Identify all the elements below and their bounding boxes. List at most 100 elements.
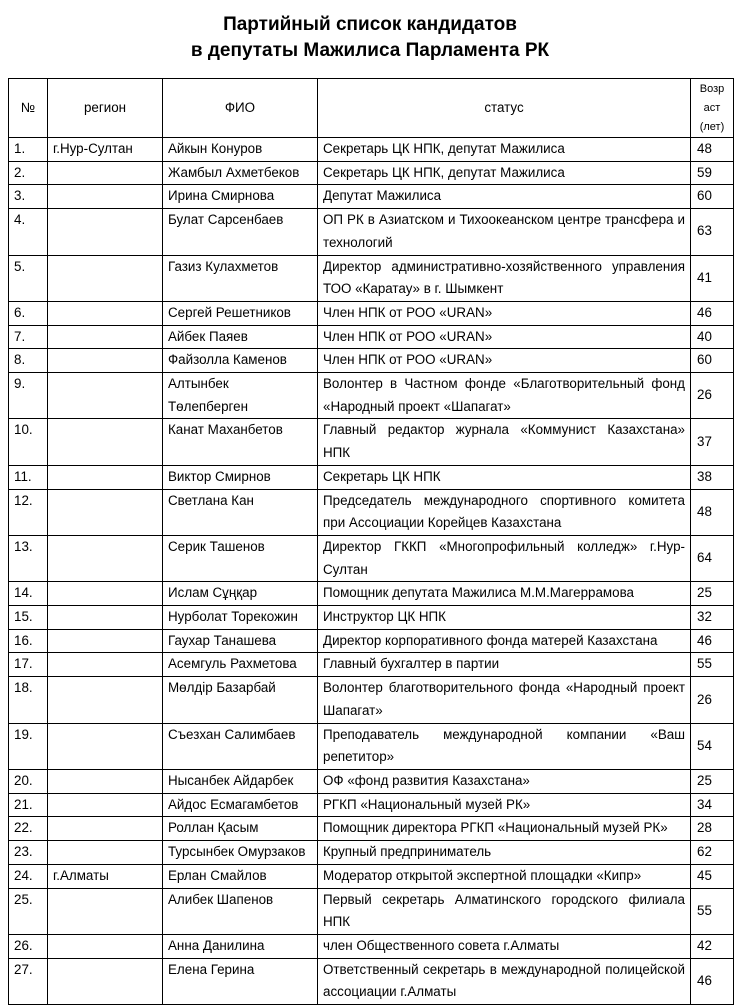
cell-num: 18.	[8, 676, 48, 724]
cell-region	[47, 792, 163, 818]
cell-num: 20.	[8, 768, 48, 794]
cell-region: г.Нур-Султан	[47, 137, 163, 162]
cell-age: 60	[690, 184, 734, 210]
cell-age: 41	[690, 254, 734, 302]
table-row: 25. Алибек Шапенов Первый секретарь Алмати…	[8, 887, 734, 935]
cell-age: 25	[690, 768, 734, 794]
table-row: 1. г.Нур-Султан Айкын Конуров Секретарь ЦК …	[8, 137, 734, 162]
cell-name: Турсынбек Омурзаков	[162, 840, 318, 865]
header-region: регион	[47, 78, 163, 138]
header-age-line: Возр	[699, 82, 725, 95]
cell-region	[47, 768, 163, 794]
cell-status: ОП РК в Азиатском и Тихоокеанском центре…	[317, 208, 691, 256]
table-row: 8. Файзолла Каменов Член НПК от РОО «URAN»…	[8, 348, 734, 374]
document-title: Партийный список кандидатов в депутаты М…	[0, 12, 740, 64]
cell-age: 46	[690, 300, 734, 326]
table-row: 3. Ирина Смирнова Депутат Мажилиса 60	[8, 184, 734, 210]
cell-status: Волонтер благотворительного фонда «Народ…	[317, 676, 691, 724]
cell-status: Первый секретарь Алматинского городского…	[317, 887, 691, 935]
cell-age: 38	[690, 464, 734, 490]
cell-name: Мөлдір Базарбай	[162, 676, 318, 724]
cell-num: 27.	[8, 957, 48, 1005]
cell-age: 28	[690, 816, 734, 842]
cell-region	[47, 372, 163, 420]
table-header-row: № регион ФИО статус Возр аст (лет)	[8, 78, 734, 138]
cell-age: 60	[690, 348, 734, 374]
cell-num: 13.	[8, 534, 48, 583]
cell-status: Преподаватель международной компании «Ва…	[317, 722, 691, 770]
cell-region	[47, 348, 163, 374]
cell-num: 16.	[8, 628, 48, 654]
cell-status: Модератор открытой экспертной площадки «…	[317, 863, 691, 889]
cell-age: 64	[690, 534, 734, 583]
cell-name: Гаухар Танашева	[162, 628, 318, 654]
cell-age: 42	[690, 933, 734, 959]
cell-status: Член НПК от РОО «URAN»	[317, 348, 691, 374]
candidates-table: № регион ФИО статус Возр аст (лет) 1. г.Н…	[8, 78, 734, 1005]
cell-num: 7.	[8, 324, 48, 350]
cell-status: Секретарь ЦК НПК, депутат Мажилиса	[317, 160, 691, 186]
cell-age: 45	[690, 863, 734, 889]
cell-region	[47, 722, 163, 770]
cell-age: 62	[690, 840, 734, 865]
header-status: статус	[317, 78, 691, 138]
table-row: 11. Виктор Смирнов Секретарь ЦК НПК 38	[8, 464, 734, 490]
cell-status: ОФ «фонд развития Казахстана»	[317, 768, 691, 794]
cell-num: 21.	[8, 792, 48, 818]
cell-status: Секретарь ЦК НПК, депутат Мажилиса	[317, 137, 691, 162]
cell-num: 22.	[8, 816, 48, 842]
header-name: ФИО	[162, 78, 318, 138]
cell-name: Асемгуль Рахметова	[162, 652, 318, 678]
cell-num: 14.	[8, 581, 48, 607]
table-row: 2. Жамбыл Ахметбеков Секретарь ЦК НПК, деп…	[8, 160, 734, 186]
cell-name: Нысанбек Айдарбек	[162, 768, 318, 794]
cell-num: 10.	[8, 418, 48, 466]
cell-age: 46	[690, 628, 734, 654]
cell-name: Газиз Кулахметов	[162, 254, 318, 302]
table-row: 6. Сергей Решетников Член НПК от РОО «URAN…	[8, 300, 734, 326]
cell-status: Помощник депутата Мажилиса М.М.Магеррамо…	[317, 581, 691, 607]
cell-name: Анна Данилина	[162, 933, 318, 959]
table-row: 18. Мөлдір Базарбай Волонтер благотворител…	[8, 676, 734, 724]
cell-region	[47, 254, 163, 302]
cell-status: Член НПК от РОО «URAN»	[317, 300, 691, 326]
cell-region	[47, 887, 163, 935]
cell-region	[47, 676, 163, 724]
cell-name: Виктор Смирнов	[162, 464, 318, 490]
cell-name: Ирина Смирнова	[162, 184, 318, 210]
cell-age: 59	[690, 160, 734, 186]
table-row: 9. Алтынбек Төлепберген Волонтер в Частном…	[8, 372, 734, 420]
cell-status: Главный бухгалтер в партии	[317, 652, 691, 678]
cell-num: 8.	[8, 348, 48, 374]
cell-status: Главный редактор журнала «Коммунист Каза…	[317, 418, 691, 466]
cell-region	[47, 534, 163, 583]
table-row: 20. Нысанбек Айдарбек ОФ «фонд развития Ка…	[8, 768, 734, 794]
table-row: 12. Светлана Кан Председатель международно…	[8, 488, 734, 536]
cell-age: 46	[690, 957, 734, 1005]
cell-name: Сергей Решетников	[162, 300, 318, 326]
cell-name: Жамбыл Ахметбеков	[162, 160, 318, 186]
cell-num: 5.	[8, 254, 48, 302]
cell-age: 26	[690, 676, 734, 724]
cell-region	[47, 160, 163, 186]
table-row: 26. Анна Данилина член Общественного совет…	[8, 933, 734, 959]
cell-status: Директор ГККП «Многопрофильный колледж» …	[317, 534, 691, 583]
cell-age: 55	[690, 652, 734, 678]
cell-num: 19.	[8, 722, 48, 770]
cell-status: Секретарь ЦК НПК	[317, 464, 691, 490]
cell-num: 25.	[8, 887, 48, 935]
cell-num: 24.	[8, 863, 48, 889]
header-age-line: аст	[703, 101, 721, 114]
cell-status: Крупный предприниматель	[317, 840, 691, 865]
cell-region	[47, 300, 163, 326]
cell-name: Серик Ташенов	[162, 534, 318, 583]
cell-status: Инструктор ЦК НПК	[317, 605, 691, 630]
cell-name: Съезхан Салимбаев	[162, 722, 318, 770]
cell-region	[47, 418, 163, 466]
table-row: 16. Гаухар Танашева Директор корпоративног…	[8, 628, 734, 654]
cell-status: член Общественного совета г.Алматы	[317, 933, 691, 959]
cell-name: Булат Сарсенбаев	[162, 208, 318, 256]
table-row: 23. Турсынбек Омурзаков Крупный предприним…	[8, 840, 734, 865]
title-line-2: в депутаты Мажилиса Парламента РК	[190, 40, 550, 61]
table-row: 7. Айбек Паяев Член НПК от РОО «URAN» 40	[8, 324, 734, 350]
